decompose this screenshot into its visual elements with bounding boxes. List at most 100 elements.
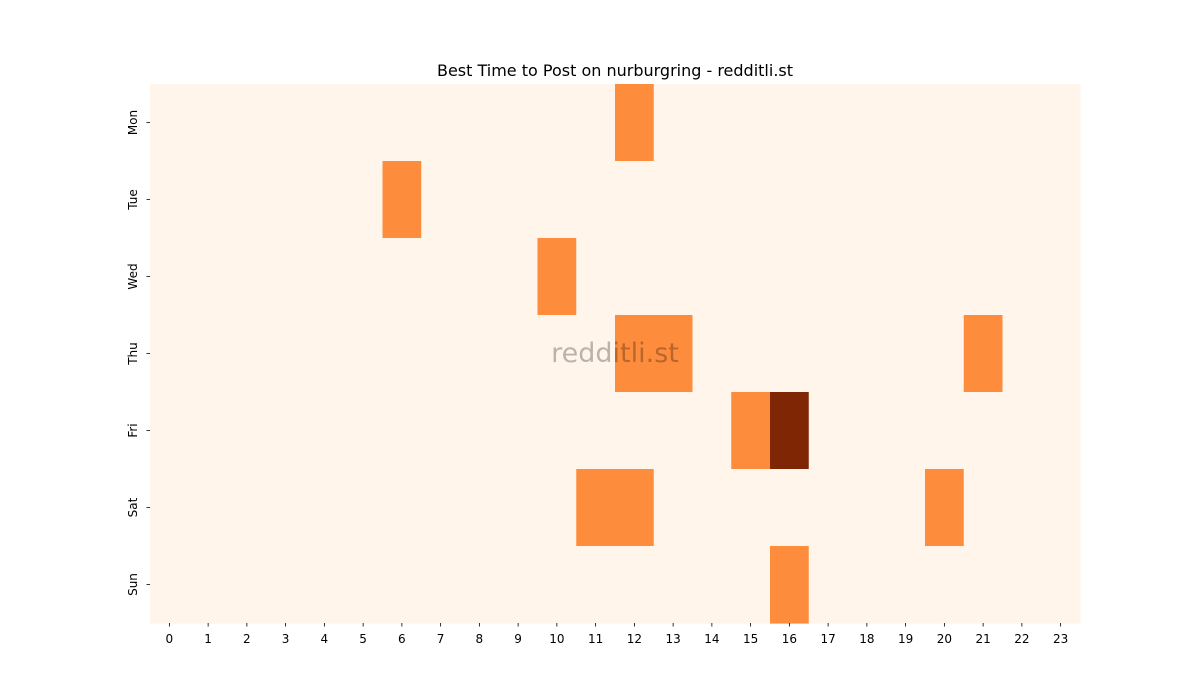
heatmap-cell-fri-18 xyxy=(847,392,887,470)
heatmap-cell-fri-17 xyxy=(808,392,849,470)
heatmap-cell-fri-3 xyxy=(266,392,306,470)
heatmap-cell-thu-8 xyxy=(460,315,500,393)
heatmap-cells xyxy=(150,84,1081,624)
heatmap-cell-mon-9 xyxy=(498,84,539,162)
heatmap-cell-wed-22 xyxy=(1002,238,1042,316)
x-tick-label: 18 xyxy=(859,632,874,646)
heatmap-cell-mon-19 xyxy=(886,84,926,162)
heatmap-cell-wed-16 xyxy=(770,238,810,316)
heatmap-cell-wed-8 xyxy=(460,238,500,316)
x-tick-label: 3 xyxy=(282,632,290,646)
heatmap-cell-fri-4 xyxy=(305,392,345,470)
x-tick-label: 2 xyxy=(243,632,251,646)
heatmap-cell-sat-22 xyxy=(1002,469,1042,547)
heatmap-cell-fri-6 xyxy=(382,392,422,470)
heatmap-cell-wed-2 xyxy=(227,238,267,316)
heatmap-cell-thu-15 xyxy=(731,315,771,393)
heatmap-cell-sat-4 xyxy=(305,469,345,547)
heatmap-cell-sat-12 xyxy=(615,469,655,547)
heatmap-cell-thu-9 xyxy=(498,315,539,393)
x-tick-label: 21 xyxy=(975,632,990,646)
heatmap-cell-tue-21 xyxy=(963,161,1004,239)
heatmap-cell-sat-1 xyxy=(188,469,229,547)
heatmap-cell-mon-0 xyxy=(150,84,190,162)
heatmap-cell-wed-17 xyxy=(808,238,849,316)
x-tick-label: 20 xyxy=(937,632,952,646)
heatmap-cell-tue-5 xyxy=(343,161,384,239)
heatmap-cell-wed-23 xyxy=(1041,238,1081,316)
heatmap-cell-wed-15 xyxy=(731,238,771,316)
x-tick-label: 11 xyxy=(588,632,603,646)
y-tick-label: Wed xyxy=(126,263,140,289)
y-tick-label: Mon xyxy=(126,110,140,135)
heatmap-cell-fri-21 xyxy=(963,392,1004,470)
heatmap-cell-mon-4 xyxy=(305,84,345,162)
heatmap-cell-tue-0 xyxy=(150,161,190,239)
heatmap-cell-sun-6 xyxy=(382,546,422,624)
heatmap-cell-fri-9 xyxy=(498,392,539,470)
heatmap-cell-sun-4 xyxy=(305,546,345,624)
y-tick-label: Fri xyxy=(126,423,140,437)
heatmap-cell-fri-7 xyxy=(421,392,461,470)
heatmap-cell-thu-4 xyxy=(305,315,345,393)
heatmap-cell-tue-18 xyxy=(847,161,887,239)
heatmap-cell-thu-5 xyxy=(343,315,384,393)
heatmap-cell-fri-14 xyxy=(692,392,732,470)
heatmap-cell-thu-17 xyxy=(808,315,849,393)
heatmap-cell-thu-16 xyxy=(770,315,810,393)
heatmap-cell-sun-7 xyxy=(421,546,461,624)
heatmap-cell-fri-19 xyxy=(886,392,926,470)
heatmap-cell-mon-21 xyxy=(963,84,1004,162)
heatmap-cell-sun-5 xyxy=(343,546,384,624)
heatmap-cell-tue-1 xyxy=(188,161,229,239)
heatmap-cell-sun-15 xyxy=(731,546,771,624)
heatmap-cell-sat-14 xyxy=(692,469,732,547)
x-tick-label: 5 xyxy=(359,632,367,646)
heatmap-cell-fri-10 xyxy=(537,392,577,470)
heatmap-cell-fri-0 xyxy=(150,392,190,470)
heatmap-cell-wed-20 xyxy=(925,238,965,316)
heatmap-cell-wed-6 xyxy=(382,238,422,316)
heatmap-cell-sun-21 xyxy=(963,546,1004,624)
heatmap-cell-fri-5 xyxy=(343,392,384,470)
heatmap-cell-wed-1 xyxy=(188,238,229,316)
heatmap-cell-tue-3 xyxy=(266,161,306,239)
heatmap-cell-sun-23 xyxy=(1041,546,1081,624)
heatmap-cell-sun-11 xyxy=(576,546,616,624)
heatmap-cell-thu-14 xyxy=(692,315,732,393)
heatmap-cell-sat-7 xyxy=(421,469,461,547)
x-tick-label: 10 xyxy=(549,632,564,646)
heatmap-cell-thu-3 xyxy=(266,315,306,393)
heatmap-cell-sun-9 xyxy=(498,546,539,624)
heatmap-cell-fri-13 xyxy=(653,392,694,470)
heatmap-cell-mon-15 xyxy=(731,84,771,162)
heatmap-cell-thu-20 xyxy=(925,315,965,393)
heatmap-cell-thu-6 xyxy=(382,315,422,393)
heatmap-cell-sat-9 xyxy=(498,469,539,547)
heatmap-cell-thu-18 xyxy=(847,315,887,393)
heatmap-cell-mon-22 xyxy=(1002,84,1042,162)
x-tick-label: 16 xyxy=(782,632,797,646)
heatmap-cell-mon-14 xyxy=(692,84,732,162)
heatmap-cell-fri-8 xyxy=(460,392,500,470)
heatmap-cell-mon-6 xyxy=(382,84,422,162)
heatmap-cell-tue-12 xyxy=(615,161,655,239)
x-tick-label: 4 xyxy=(321,632,329,646)
heatmap-cell-tue-15 xyxy=(731,161,771,239)
heatmap-cell-fri-12 xyxy=(615,392,655,470)
heatmap-cell-sat-8 xyxy=(460,469,500,547)
heatmap-cell-tue-9 xyxy=(498,161,539,239)
heatmap-cell-tue-22 xyxy=(1002,161,1042,239)
heatmap-cell-tue-8 xyxy=(460,161,500,239)
heatmap-cell-mon-16 xyxy=(770,84,810,162)
y-tick-label: Thu xyxy=(126,342,140,366)
heatmap-cell-thu-10 xyxy=(537,315,577,393)
heatmap-cell-tue-11 xyxy=(576,161,616,239)
heatmap-cell-tue-6 xyxy=(382,161,422,239)
heatmap-cell-thu-2 xyxy=(227,315,267,393)
heatmap-cell-thu-13 xyxy=(653,315,694,393)
heatmap-cell-sun-3 xyxy=(266,546,306,624)
heatmap-cell-mon-11 xyxy=(576,84,616,162)
x-tick-label: 6 xyxy=(398,632,406,646)
